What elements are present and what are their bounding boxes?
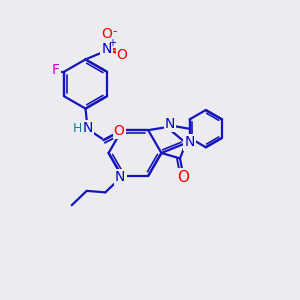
Text: N: N bbox=[82, 121, 93, 135]
Text: N: N bbox=[115, 170, 125, 184]
Text: O: O bbox=[117, 48, 128, 62]
Text: O: O bbox=[114, 124, 124, 138]
Text: O: O bbox=[101, 28, 112, 41]
Text: +: + bbox=[109, 38, 116, 48]
Text: H: H bbox=[73, 122, 82, 135]
Text: N: N bbox=[101, 42, 112, 56]
Text: F: F bbox=[52, 63, 60, 77]
Text: N: N bbox=[165, 116, 175, 130]
Text: -: - bbox=[113, 25, 117, 38]
Text: O: O bbox=[177, 169, 189, 184]
Text: N: N bbox=[184, 136, 195, 149]
